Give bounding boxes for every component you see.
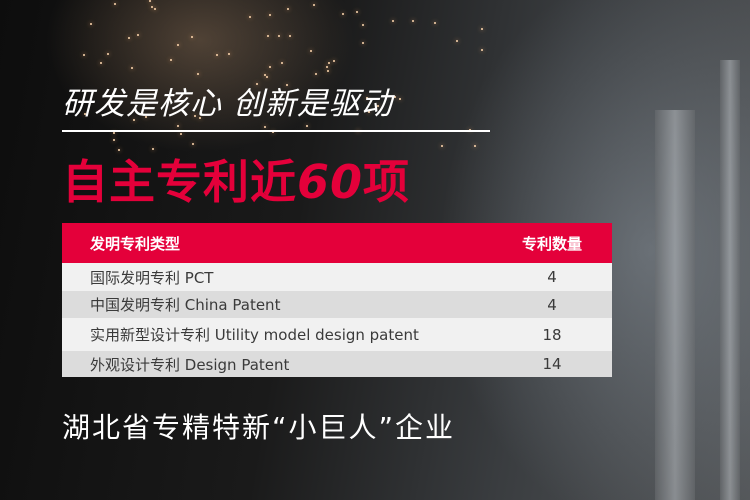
spark xyxy=(106,53,109,56)
spark xyxy=(285,84,288,87)
patent-count-headline: 自主专利近60项 xyxy=(62,146,410,212)
spark xyxy=(305,124,308,127)
spark xyxy=(481,48,484,51)
spark xyxy=(269,13,272,16)
spark xyxy=(149,0,152,3)
spark xyxy=(398,97,401,100)
spark xyxy=(90,23,93,26)
spark xyxy=(326,66,329,69)
spark xyxy=(199,117,202,120)
spark xyxy=(264,125,267,128)
patent-table: 发明专利类型 专利数量 国际发明专利 PCT 4 中国发明专利 China Pat… xyxy=(62,223,612,377)
table-header: 发明专利类型 专利数量 xyxy=(62,223,612,263)
spark xyxy=(456,39,459,42)
spark xyxy=(280,62,283,65)
spark xyxy=(117,148,120,151)
spark xyxy=(342,12,345,15)
spark xyxy=(215,53,218,56)
spark xyxy=(150,5,153,8)
spark xyxy=(368,110,371,113)
spark xyxy=(132,118,135,121)
spark xyxy=(190,35,193,38)
spark xyxy=(356,11,359,14)
spark xyxy=(193,114,196,117)
spark xyxy=(412,20,415,23)
headline-prefix: 自主专利近 xyxy=(62,155,297,209)
spark xyxy=(289,35,292,38)
table-row: 外观设计专利 Design Patent 14 xyxy=(62,351,612,377)
table-row: 实用新型设计专利 Utility model design patent 18 xyxy=(62,318,612,351)
cell-count: 18 xyxy=(542,325,562,344)
spark xyxy=(83,113,86,116)
spark xyxy=(112,131,115,134)
spark xyxy=(154,7,156,10)
headline: 研发是核心 创新是驱动 xyxy=(62,86,393,122)
spark xyxy=(197,73,200,76)
spark xyxy=(312,3,315,6)
spark xyxy=(82,53,85,56)
spark xyxy=(176,44,179,47)
spark xyxy=(128,36,131,39)
machine-pillar xyxy=(720,60,740,500)
spark xyxy=(100,61,102,64)
spark xyxy=(180,132,183,135)
spark xyxy=(393,96,396,99)
spark xyxy=(269,65,272,68)
machine-pillar xyxy=(655,110,695,500)
header-type: 发明专利类型 xyxy=(90,234,181,253)
spark xyxy=(327,61,330,64)
spark xyxy=(176,124,179,127)
spark xyxy=(137,33,140,36)
spark xyxy=(362,23,365,26)
spark xyxy=(113,138,116,141)
headline-divider xyxy=(62,130,490,132)
spark xyxy=(277,35,280,38)
spark xyxy=(333,60,336,63)
spark xyxy=(481,28,484,31)
spark xyxy=(170,59,173,62)
spark xyxy=(362,42,365,45)
headline-suffix: 项 xyxy=(363,155,411,209)
spark xyxy=(266,75,269,78)
spark xyxy=(267,34,270,37)
spark xyxy=(256,82,259,85)
spark xyxy=(365,97,368,100)
spark xyxy=(474,145,477,148)
spark xyxy=(151,147,154,150)
table-row: 国际发明专利 PCT 4 xyxy=(62,263,612,291)
spark xyxy=(309,49,312,52)
spark xyxy=(376,104,379,107)
cell-count: 14 xyxy=(542,355,562,373)
cell-count: 4 xyxy=(547,268,557,286)
spark xyxy=(434,21,437,24)
cell-type: 实用新型设计专利 Utility model design patent xyxy=(90,326,419,344)
cell-type: 中国发明专利 China Patent xyxy=(90,296,281,314)
spark xyxy=(264,74,267,77)
spark xyxy=(287,7,290,10)
spark xyxy=(144,115,147,118)
spark xyxy=(130,66,133,69)
spark xyxy=(114,3,117,6)
spark xyxy=(315,73,318,76)
table-row: 中国发明专利 China Patent 4 xyxy=(62,291,612,318)
spark xyxy=(440,145,443,148)
spark xyxy=(227,52,230,55)
headline-number: 60 xyxy=(297,155,364,209)
header-count: 专利数量 xyxy=(521,234,582,253)
spark xyxy=(192,143,195,146)
cell-type: 国际发明专利 PCT xyxy=(90,268,214,287)
spark xyxy=(326,70,329,73)
footer-tagline: 湖北省专精特新“小巨人”企业 xyxy=(62,411,456,444)
spark xyxy=(392,19,395,22)
cell-count: 4 xyxy=(547,295,557,314)
spark xyxy=(249,16,252,19)
cell-type: 外观设计专利 Design Patent xyxy=(90,355,290,374)
